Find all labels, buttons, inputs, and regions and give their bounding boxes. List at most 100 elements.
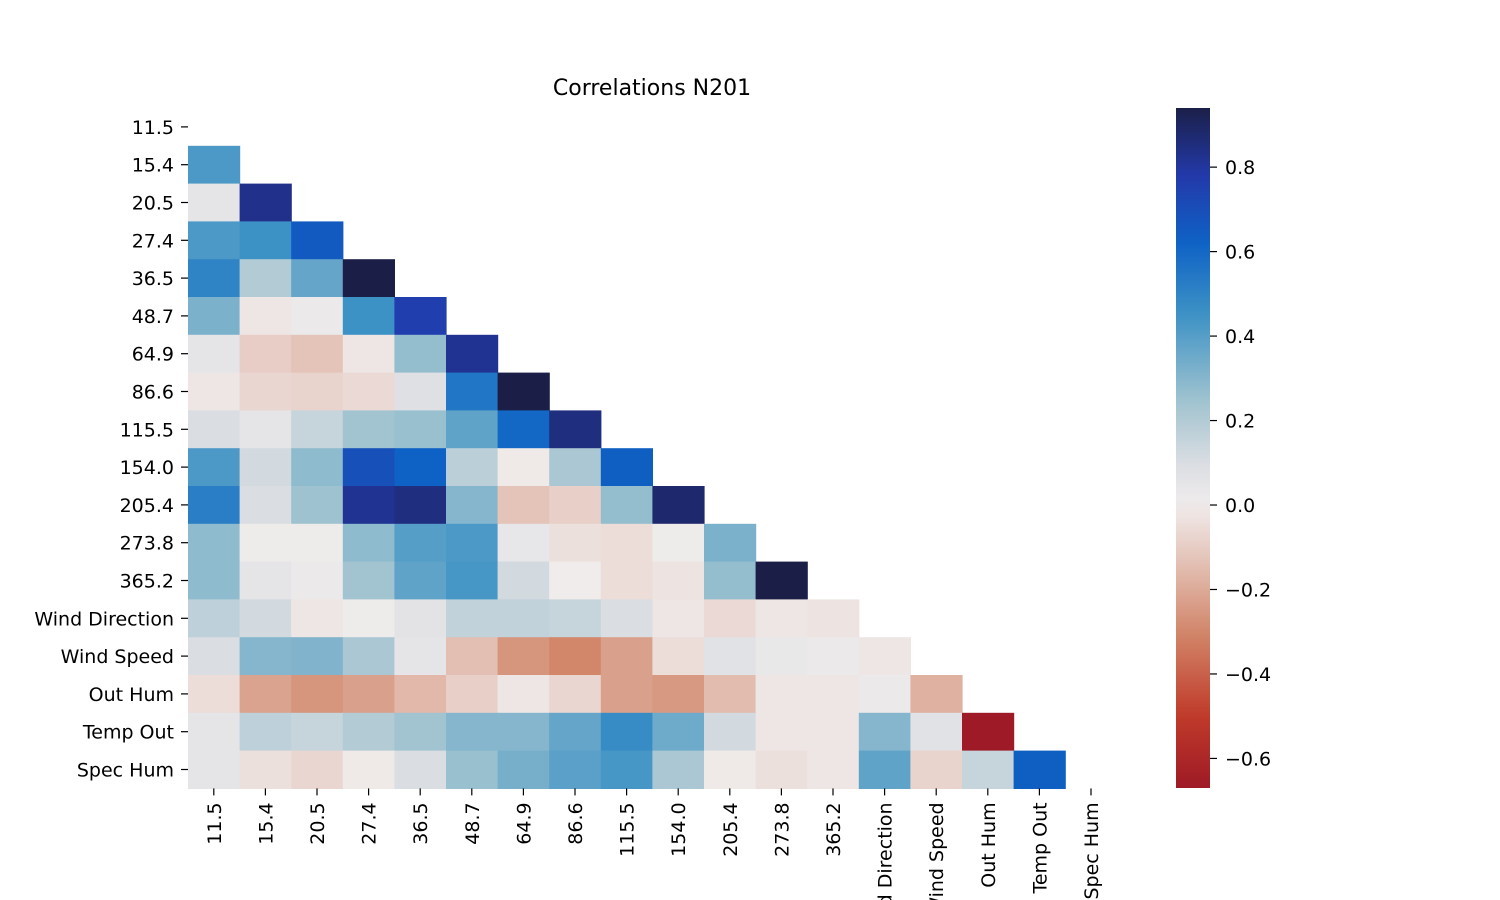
heatmap-cell (652, 523, 705, 563)
row-tick-label: 20.5 (132, 193, 174, 215)
heatmap-cell (239, 637, 292, 676)
heatmap-cell (807, 637, 860, 676)
heatmap-cell (600, 523, 653, 563)
heatmap-cell (291, 297, 344, 336)
heatmap-cell (704, 599, 757, 638)
heatmap-cell (858, 750, 911, 789)
heatmap-cell (704, 561, 757, 600)
heatmap-cell (291, 486, 344, 525)
heatmap-cell (807, 712, 860, 752)
heatmap-cell (394, 750, 447, 789)
heatmap-cell (549, 448, 602, 487)
heatmap-cell (807, 750, 860, 789)
row-tick-label: 15.4 (132, 155, 174, 177)
heatmap-cell (652, 486, 705, 525)
heatmap-cell (342, 259, 395, 298)
heatmap-cell (704, 750, 757, 789)
colorbar-tick-label: 0.2 (1225, 411, 1255, 433)
heatmap-cell (755, 637, 808, 676)
heatmap-cell (549, 561, 602, 600)
heatmap-cell (291, 334, 344, 374)
heatmap-cell (549, 599, 602, 638)
row-tick-label: 115.5 (120, 419, 174, 441)
heatmap-cell (858, 712, 911, 752)
heatmap-cell (446, 750, 499, 789)
heatmap-cell (755, 599, 808, 638)
row-tick-label: 154.0 (120, 457, 174, 479)
heatmap-cell (446, 372, 499, 411)
heatmap-cell (600, 750, 653, 789)
heatmap-cell (188, 599, 241, 638)
heatmap-cell (910, 675, 963, 714)
row-tick-label: 273.8 (120, 533, 174, 555)
heatmap-cell (807, 675, 860, 714)
heatmap-cell (600, 448, 653, 487)
heatmap-cell (342, 410, 395, 449)
column-tick-label: Temp Out (1029, 802, 1051, 894)
column-tick-label: 154.0 (668, 802, 690, 856)
heatmap-cell (239, 750, 292, 789)
heatmap-cell (291, 561, 344, 600)
heatmap-cell (394, 448, 447, 487)
heatmap-cell (652, 599, 705, 638)
heatmap-cell (600, 561, 653, 600)
colorbar-tick-label: 0.8 (1225, 157, 1255, 179)
heatmap-cell (239, 372, 292, 411)
heatmap-cell (188, 334, 241, 374)
heatmap-cell (755, 561, 808, 600)
heatmap-cell (291, 221, 344, 260)
heatmap-cell (239, 410, 292, 449)
heatmap-cell (600, 486, 653, 525)
column-tick-label: 27.4 (359, 802, 381, 844)
heatmap-cell (291, 448, 344, 487)
heatmap-cell (446, 448, 499, 487)
heatmap-cell (1013, 750, 1066, 789)
row-tick-label: 36.5 (132, 268, 174, 290)
heatmap-cell (652, 712, 705, 752)
heatmap-cell (962, 750, 1015, 789)
heatmap-cell (394, 297, 447, 336)
heatmap-cell (239, 486, 292, 525)
heatmap-cell (549, 712, 602, 752)
heatmap-cell (239, 675, 292, 714)
heatmap-cell (652, 750, 705, 789)
row-tick-label: 205.4 (120, 495, 174, 517)
heatmap-cell (239, 183, 292, 222)
column-tick-label: Wind Direction (875, 802, 897, 900)
heatmap-cell (446, 599, 499, 638)
colorbar-axis: −0.6 −0.4 −0.2 0.0 0.2 0.4 0.6 0.8 (1210, 157, 1271, 770)
heatmap-cell (652, 561, 705, 600)
heatmap-cell (600, 637, 653, 676)
heatmap-cell (704, 523, 757, 563)
heatmap-cell (910, 750, 963, 789)
heatmap-cell (394, 675, 447, 714)
heatmap-cell (188, 523, 241, 563)
heatmap-cell (600, 712, 653, 752)
heatmap-cell (342, 599, 395, 638)
colorbar: −0.6 −0.4 −0.2 0.0 0.2 0.4 0.6 0.8 (1176, 108, 1271, 788)
row-axis: 11.5 15.4 20.5 27.4 36.5 48.7 64.9 86.6 115.5 154… (34, 117, 188, 782)
column-axis: 11.5 15.4 20.5 27.4 36.5 48.7 64.9 86.6 115.5 154… (204, 788, 1103, 900)
heatmap-cell (600, 675, 653, 714)
colorbar-tick-label: −0.2 (1225, 579, 1271, 601)
column-tick-label: 86.6 (565, 802, 587, 844)
heatmap-cell (652, 637, 705, 676)
heatmap-cell (291, 637, 344, 676)
heatmap-cell (291, 372, 344, 411)
heatmap-cell (239, 599, 292, 638)
column-tick-label: Spec Hum (1081, 802, 1103, 899)
heatmap-cell (188, 448, 241, 487)
heatmap-cell (858, 637, 911, 676)
heatmap-cell (497, 448, 550, 487)
heatmap-cell (549, 486, 602, 525)
heatmap-cell (497, 372, 550, 411)
heatmap-cell (394, 637, 447, 676)
heatmap-cell (188, 637, 241, 676)
heatmap-cell (755, 675, 808, 714)
heatmap-cell (239, 712, 292, 752)
colorbar-tick-label: 0.6 (1225, 242, 1255, 264)
heatmap-cells (188, 145, 1066, 789)
heatmap-cell (239, 297, 292, 336)
column-tick-label: 365.2 (823, 802, 845, 856)
